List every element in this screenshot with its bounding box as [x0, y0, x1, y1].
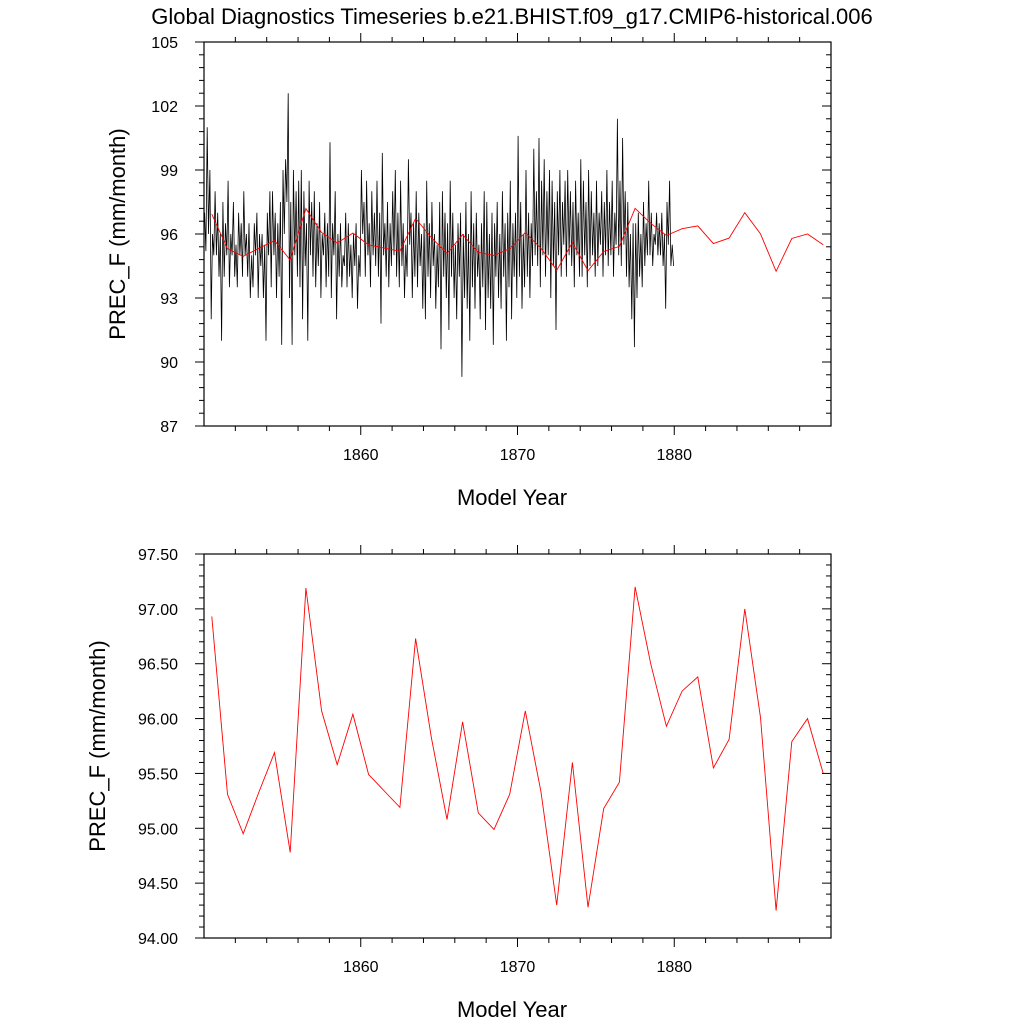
y-axis-title: PREC_F (mm/month) [105, 128, 130, 339]
x-tick-label: 1880 [656, 959, 692, 976]
x-tick-label: 1870 [500, 959, 536, 976]
plot-frame [203, 41, 832, 427]
tick-labels: 1860 1870 1880 94.00 94.50 95.00 95.50 96.00 96.… [138, 547, 692, 976]
y-tick-label: 95.00 [138, 821, 178, 838]
plot-frame [203, 553, 832, 939]
x-tick-label: 1870 [500, 447, 536, 464]
y-tick-label: 94.00 [138, 931, 178, 948]
x-axis-title: Model Year [457, 997, 567, 1022]
x-tick-label: 1860 [343, 447, 379, 464]
y-tick-label: 96 [160, 227, 178, 244]
x-tick-label: 1860 [343, 959, 379, 976]
x-axis-title: Model Year [457, 485, 567, 510]
series-line-monthly [204, 93, 674, 377]
chart-annual-timeseries: 1860 1870 1880 94.00 94.50 95.00 95.50 96.00 96.… [85, 545, 832, 1022]
y-tick-label: 97.50 [138, 547, 178, 564]
tick-marks [195, 545, 831, 947]
tick-marks [195, 33, 831, 435]
y-axis-title: PREC_F (mm/month) [85, 640, 110, 851]
figure-title: Global Diagnostics Timeseries b.e21.BHIS… [151, 4, 872, 29]
y-tick-label: 102 [151, 99, 178, 116]
y-tick-label: 87 [160, 419, 178, 436]
series-group [204, 93, 824, 377]
y-tick-label: 96.50 [138, 657, 178, 674]
tick-labels: 1860 1870 1880 87 90 93 96 99 102 105 [151, 35, 692, 464]
y-tick-label: 94.50 [138, 876, 178, 893]
y-tick-label: 95.50 [138, 766, 178, 783]
series-group [211, 586, 824, 911]
y-tick-label: 99 [160, 163, 178, 180]
y-tick-label: 105 [151, 35, 178, 52]
x-tick-label: 1880 [656, 447, 692, 464]
series-line-annual [211, 207, 824, 273]
series-line-annual [211, 586, 824, 911]
y-tick-label: 97.00 [138, 602, 178, 619]
y-tick-label: 90 [160, 355, 178, 372]
y-tick-label: 93 [160, 291, 178, 308]
y-tick-label: 96.00 [138, 712, 178, 729]
